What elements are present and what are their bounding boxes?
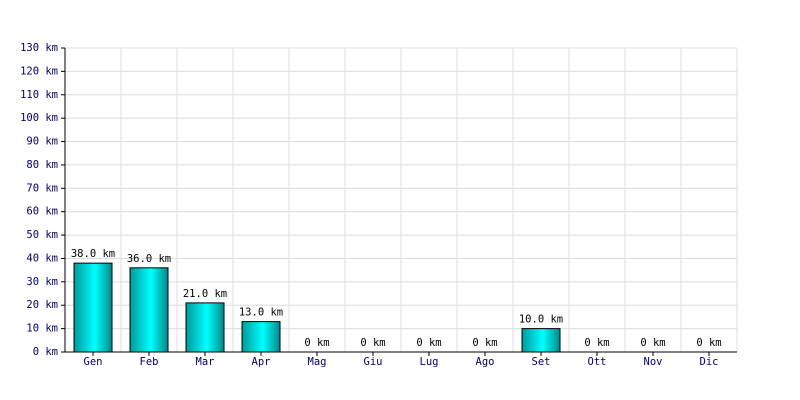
y-tick-label: 0 km	[33, 346, 58, 358]
x-tick-label: Ott	[588, 356, 607, 368]
x-tick-label: Mag	[308, 356, 327, 368]
y-tick-label: 130 km	[20, 42, 58, 54]
y-tick-label: 60 km	[26, 206, 58, 218]
value-label: 0 km	[304, 337, 329, 349]
value-label: 0 km	[472, 337, 497, 349]
x-tick-label: Giu	[364, 356, 383, 368]
x-tick-label: Dic	[700, 356, 719, 368]
value-label: 10.0 km	[519, 314, 563, 326]
bar	[185, 302, 225, 353]
x-tick-label: Gen	[84, 356, 103, 368]
y-tick-label: 120 km	[20, 65, 58, 77]
y-tick-label: 30 km	[26, 276, 58, 288]
y-tick-label: 10 km	[26, 323, 58, 335]
value-label: 0 km	[416, 337, 441, 349]
bar	[241, 321, 281, 353]
x-tick-label: Apr	[252, 356, 271, 368]
x-tick-label: Set	[532, 356, 551, 368]
value-label: 0 km	[696, 337, 721, 349]
y-tick-label: 70 km	[26, 182, 58, 194]
bar	[521, 328, 561, 353]
y-tick-label: 20 km	[26, 299, 58, 311]
y-tick-label: 90 km	[26, 136, 58, 148]
y-tick-label: 40 km	[26, 252, 58, 264]
y-tick-label: 80 km	[26, 159, 58, 171]
x-tick-label: Ago	[476, 356, 495, 368]
x-tick-label: Feb	[140, 356, 159, 368]
x-tick-label: Nov	[644, 356, 663, 368]
value-label: 13.0 km	[239, 307, 283, 319]
value-label: 21.0 km	[183, 288, 227, 300]
y-tick-label: 110 km	[20, 89, 58, 101]
y-tick-label: 50 km	[26, 229, 58, 241]
value-label: 0 km	[640, 337, 665, 349]
y-tick-label: 100 km	[20, 112, 58, 124]
value-label: 0 km	[360, 337, 385, 349]
value-label: 0 km	[584, 337, 609, 349]
value-label: 36.0 km	[127, 253, 171, 265]
value-label: 38.0 km	[71, 248, 115, 260]
bar	[73, 262, 113, 353]
bar	[129, 267, 169, 353]
x-tick-label: Mar	[196, 356, 215, 368]
x-tick-label: Lug	[420, 356, 439, 368]
